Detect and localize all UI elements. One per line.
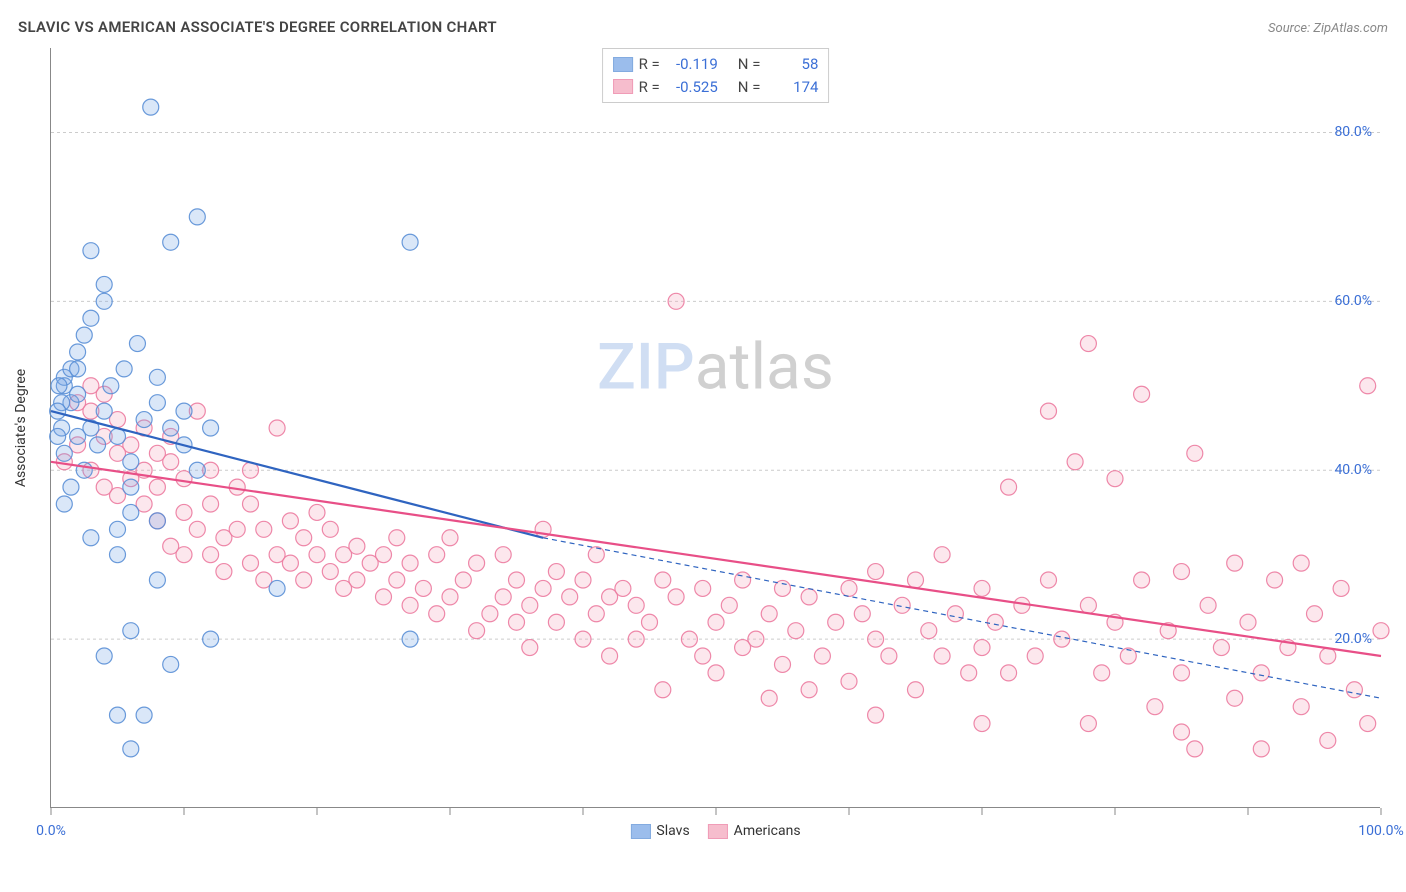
chart-source: Source: ZipAtlas.com	[1268, 21, 1388, 36]
x-tick-label: 0.0%	[36, 823, 66, 839]
chart-frame: ZIPatlas 20.0%40.0%60.0%80.0% 0.0%100.0%…	[50, 48, 1380, 808]
legend-swatch-americans	[708, 824, 728, 839]
chart-header: SLAVIC VS AMERICAN ASSOCIATE'S DEGREE CO…	[18, 18, 1388, 36]
y-tick-label: 80.0%	[1334, 124, 1372, 140]
stat-n-label-2: N =	[738, 76, 761, 99]
stat-r-label-2: R =	[639, 76, 660, 99]
swatch-slavs	[613, 57, 633, 72]
legend-label-slavs: Slavs	[656, 823, 689, 839]
x-tick-label: 100.0%	[1358, 823, 1403, 839]
bottom-legend: Slavs Americans	[630, 823, 800, 839]
stat-r-slavs: -0.119	[666, 53, 718, 76]
legend-item-americans: Americans	[708, 823, 801, 839]
y-tick-label: 20.0%	[1334, 631, 1372, 647]
stats-row-americans: R = -0.525 N = 174	[613, 76, 819, 99]
chart-title: SLAVIC VS AMERICAN ASSOCIATE'S DEGREE CO…	[18, 18, 497, 36]
stat-n-label: N =	[738, 53, 761, 76]
stat-n-slavs: 58	[766, 53, 818, 76]
scatter-plot	[51, 48, 1380, 807]
stat-r-label: R =	[639, 53, 660, 76]
legend-swatch-slavs	[630, 824, 650, 839]
legend-label-americans: Americans	[734, 823, 801, 839]
y-axis-title: Associate's Degree	[13, 368, 29, 486]
stat-r-americans: -0.525	[666, 76, 718, 99]
stat-n-americans: 174	[766, 76, 818, 99]
swatch-americans	[613, 79, 633, 94]
y-tick-label: 40.0%	[1334, 462, 1372, 478]
legend-item-slavs: Slavs	[630, 823, 689, 839]
stats-row-slavs: R = -0.119 N = 58	[613, 53, 819, 76]
y-tick-label: 60.0%	[1334, 293, 1372, 309]
stats-box: R = -0.119 N = 58 R = -0.525 N = 174	[602, 48, 830, 103]
